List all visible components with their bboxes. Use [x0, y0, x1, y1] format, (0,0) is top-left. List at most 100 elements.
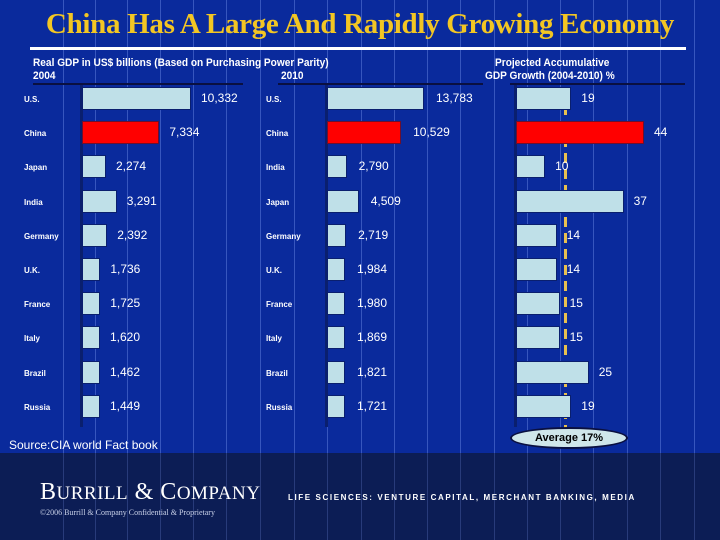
value-label: 3,291 — [126, 193, 157, 208]
average-line — [564, 89, 568, 436]
grid-line — [593, 453, 594, 540]
value-label: 13,783 — [436, 91, 473, 105]
y-axis — [80, 85, 83, 427]
value-label: 15 — [569, 330, 583, 345]
bar-uk — [327, 258, 345, 281]
bar-russia — [82, 394, 100, 418]
grid-line — [95, 453, 96, 540]
bar-france — [327, 292, 345, 316]
bar-france — [516, 292, 560, 316]
growth-chart-title-line2: GDP Growth (2004-2010) % — [485, 70, 615, 82]
growth-chart-title-line1: Projected Accumulative — [495, 57, 610, 69]
category-label: India — [266, 163, 285, 173]
page-title: China Has A Large And Rapidly Growing Ec… — [45, 8, 675, 40]
gdp-chart-title: Real GDP in US$ billions (Based on Purch… — [33, 57, 329, 69]
value-label: 19 — [581, 398, 595, 413]
grid-line — [527, 453, 528, 540]
value-label: 1,736 — [110, 262, 141, 276]
grid-line — [226, 0, 227, 540]
bar-india — [327, 155, 347, 179]
grid-line — [560, 453, 561, 540]
category-label: Germany — [266, 231, 301, 241]
value-label: 37 — [633, 193, 647, 208]
grid-line — [361, 0, 362, 540]
bar-brazil — [82, 360, 100, 384]
value-label: 10,332 — [201, 91, 238, 105]
bar-italy — [327, 326, 345, 350]
logo-ampersand: & — [128, 479, 161, 505]
grid-line — [694, 0, 695, 540]
category-label: Japan — [266, 197, 290, 207]
grid-line — [394, 0, 395, 540]
grid-line — [593, 0, 594, 540]
grid-line — [660, 453, 661, 540]
logo-c: C — [160, 479, 177, 505]
bar-uk — [516, 258, 557, 281]
category-label: U.S. — [24, 95, 40, 104]
value-label: 1,449 — [110, 398, 141, 413]
value-label: 25 — [598, 364, 613, 379]
grid-line — [193, 453, 194, 540]
category-label: France — [24, 300, 51, 310]
value-label: 15 — [569, 296, 583, 311]
bar-china — [82, 121, 160, 145]
title-underline — [30, 47, 686, 50]
value-label: 14 — [566, 227, 581, 242]
category-label: France — [266, 300, 293, 310]
value-label: 2,392 — [117, 227, 148, 242]
bar-russia — [327, 394, 345, 418]
category-label: U.K. — [24, 266, 40, 275]
category-label: Russia — [24, 402, 51, 412]
value-label: 1,984 — [357, 262, 388, 276]
bar-germany — [327, 223, 347, 247]
value-label: 1,821 — [357, 364, 388, 379]
category-label: China — [266, 129, 289, 139]
value-label: 1,462 — [110, 364, 141, 379]
footer-band — [0, 453, 720, 540]
grid-line — [627, 0, 628, 540]
chart-growth-rule — [510, 83, 685, 85]
value-label: 1,869 — [357, 330, 388, 345]
y-axis — [514, 85, 517, 427]
grid-line — [294, 0, 295, 540]
grid-line — [694, 453, 695, 540]
chart-2010-rule — [278, 83, 483, 85]
grid-line — [660, 0, 661, 540]
logo-b: B — [40, 479, 57, 505]
category-label: Brazil — [266, 368, 288, 378]
y-axis — [325, 85, 328, 427]
grid-line — [127, 453, 128, 540]
year-2004-label: 2004 — [33, 70, 56, 82]
bar-brazil — [516, 360, 589, 384]
category-label: U.S. — [266, 95, 282, 104]
grid-line — [127, 0, 128, 540]
company-logo: BURRILL & COMPANY — [40, 479, 260, 506]
category-label: Russia — [266, 402, 293, 412]
year-2010-label: 2010 — [281, 70, 304, 82]
value-label: 1,725 — [110, 296, 141, 311]
value-label: 19 — [581, 91, 595, 105]
bar-italy — [516, 326, 560, 350]
copyright-text: ©2006 Burrill & Company Confidential & P… — [40, 508, 215, 517]
category-label: U.K. — [266, 266, 282, 275]
bar-india — [516, 155, 546, 179]
value-label: 1,620 — [110, 330, 141, 345]
logo-ompany: OMPANY — [176, 483, 261, 504]
grid-line — [427, 0, 428, 540]
logo-urrill: URRILL — [56, 483, 129, 504]
bar-germany — [82, 223, 108, 247]
bar-italy — [82, 326, 100, 350]
category-label: Japan — [24, 163, 48, 173]
grid-line — [494, 0, 495, 540]
grid-line — [460, 0, 461, 540]
category-label: Brazil — [24, 368, 46, 378]
source-note: Source:CIA world Fact book — [9, 438, 158, 452]
bar-japan — [327, 189, 359, 213]
value-label: 7,334 — [169, 125, 200, 140]
value-label: 2,274 — [115, 159, 147, 174]
grid-line — [226, 453, 227, 540]
bar-japan — [516, 189, 624, 213]
bar-brazil — [327, 360, 345, 384]
grid-line — [160, 0, 161, 540]
bar-india — [82, 189, 117, 213]
